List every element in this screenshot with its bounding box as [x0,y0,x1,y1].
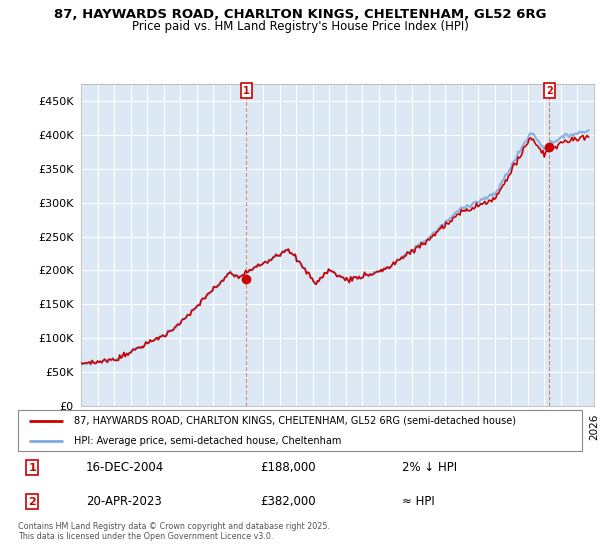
FancyBboxPatch shape [18,410,582,451]
Text: Price paid vs. HM Land Registry's House Price Index (HPI): Price paid vs. HM Land Registry's House … [131,20,469,32]
Text: £188,000: £188,000 [260,461,316,474]
Text: 16-DEC-2004: 16-DEC-2004 [86,461,164,474]
Text: 20-APR-2023: 20-APR-2023 [86,496,161,508]
Text: 87, HAYWARDS ROAD, CHARLTON KINGS, CHELTENHAM, GL52 6RG: 87, HAYWARDS ROAD, CHARLTON KINGS, CHELT… [54,8,546,21]
Text: 2: 2 [546,86,553,96]
Text: £382,000: £382,000 [260,496,316,508]
Text: ≈ HPI: ≈ HPI [401,496,434,508]
Text: 2% ↓ HPI: 2% ↓ HPI [401,461,457,474]
Text: 1: 1 [28,463,36,473]
Text: HPI: Average price, semi-detached house, Cheltenham: HPI: Average price, semi-detached house,… [74,436,342,446]
Text: 2: 2 [28,497,36,507]
Text: 87, HAYWARDS ROAD, CHARLTON KINGS, CHELTENHAM, GL52 6RG (semi-detached house): 87, HAYWARDS ROAD, CHARLTON KINGS, CHELT… [74,416,517,426]
Text: Contains HM Land Registry data © Crown copyright and database right 2025.
This d: Contains HM Land Registry data © Crown c… [18,522,330,542]
Text: 1: 1 [243,86,250,96]
